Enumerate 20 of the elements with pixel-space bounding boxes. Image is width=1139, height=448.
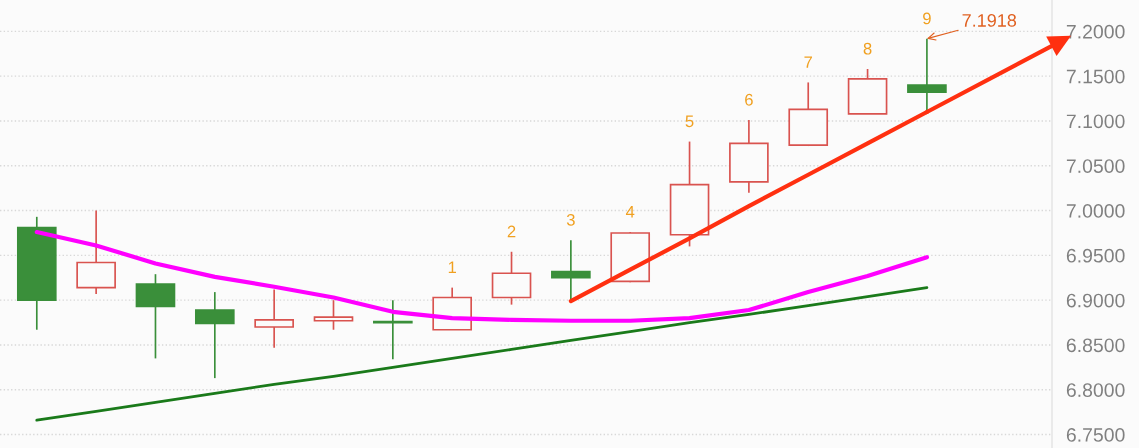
text: 2 xyxy=(507,225,516,238)
y-tick-label: 6.9500 xyxy=(1066,248,1125,263)
text: 6 xyxy=(745,93,753,106)
text: 4 xyxy=(625,206,635,218)
text: 3 xyxy=(566,213,575,226)
y-tick-label: 7.0500 xyxy=(1066,159,1125,173)
y-tick-label: 7.0000 xyxy=(1066,204,1125,218)
y-tick-label: 6.7500 xyxy=(1066,428,1125,442)
y-tick-label: 7.2000 xyxy=(1066,24,1125,39)
text: 8 xyxy=(863,42,872,55)
text: 7.1918 xyxy=(962,14,1017,27)
text: 5 xyxy=(685,115,694,128)
y-tick-label: 6.9000 xyxy=(1066,293,1125,308)
text: 9 xyxy=(923,12,931,25)
y-tick-label: 6.8000 xyxy=(1066,383,1125,397)
text: 7 xyxy=(804,56,813,68)
text: 1 xyxy=(448,261,456,274)
y-tick-label: 7.1000 xyxy=(1066,114,1125,129)
y-tick-label: 6.8500 xyxy=(1066,338,1125,353)
y-tick-label: 7.1500 xyxy=(1066,69,1125,84)
